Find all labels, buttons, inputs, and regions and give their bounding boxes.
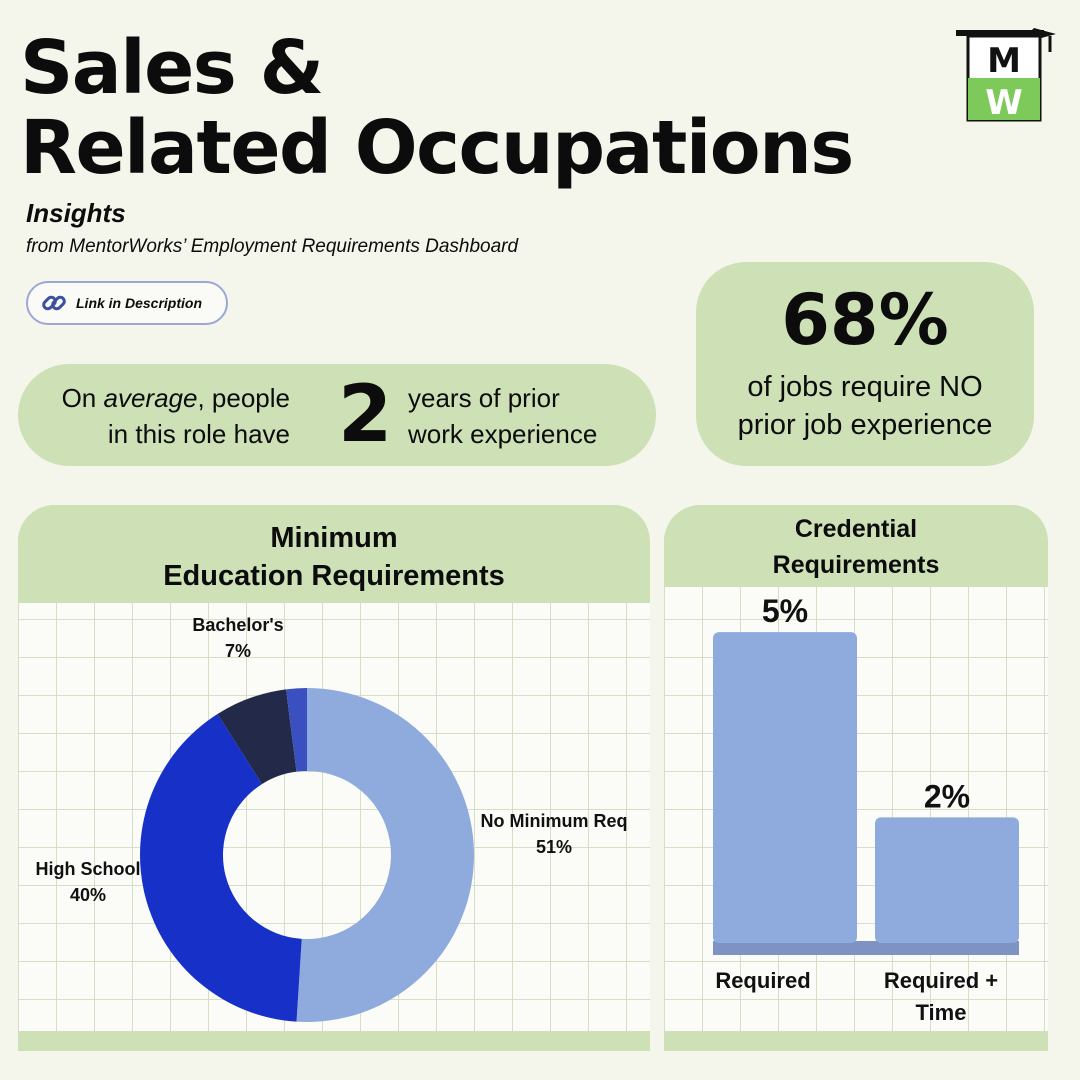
link-label: Link in Description [76, 295, 203, 311]
bar-chart-baseline [713, 941, 1019, 955]
link-in-description-button[interactable]: Link in Description [26, 281, 228, 325]
education-title-line-1: Minimum [270, 522, 398, 554]
education-panel-footer [18, 1031, 650, 1051]
title-line-1: Sales & [20, 25, 324, 111]
years-line-1: years of prior [408, 383, 560, 413]
donut-slice-other-3 [286, 688, 307, 772]
education-title-line-2: Education Requirements [163, 560, 505, 592]
bar-value-required-time: 2% [924, 778, 970, 814]
credential-bar-chart: 5% Required 2% Required + Time [713, 593, 1019, 1025]
donut-label-high-school: High School [36, 859, 141, 879]
credential-chart-title: Credential Requirements [664, 505, 1048, 587]
average-line-1: On average, people [61, 383, 290, 413]
donut-slice-no-minimum-req [296, 688, 474, 1022]
subtitle: from MentorWorks’ Employment Requirement… [26, 236, 519, 257]
average-experience-left-text: On average, people in this role have [10, 380, 290, 452]
years-line-2: work experience [408, 419, 598, 449]
bar-category-required-line-0: Required [715, 968, 810, 993]
svg-text:W: W [985, 83, 1023, 122]
donut-slice-high-school [139, 713, 302, 1022]
title-line-2: Related Occupations [20, 105, 854, 191]
average-line-2: in this role have [107, 419, 290, 449]
education-chart-title: Minimum Education Requirements [18, 505, 650, 603]
credential-panel-footer [664, 1031, 1048, 1051]
donut-value-high-school: 40% [70, 885, 106, 905]
link-icon [42, 295, 66, 311]
bar-required-time [875, 817, 1019, 943]
credential-chart-panel: Credential Requirements 5% Required 2% Requ… [664, 505, 1048, 1051]
insights-label: Insights [26, 198, 126, 228]
mentorworks-logo: M W [956, 28, 1056, 123]
no-experience-percent: 68% [781, 279, 949, 361]
education-chart-panel: Minimum Education Requirements No Minimu… [18, 505, 650, 1051]
credential-title-line-2: Requirements [772, 551, 940, 579]
page-title: Sales & Related Occupations [20, 25, 854, 191]
no-experience-text: of jobs require NO prior job experience [696, 368, 1034, 444]
bar-category-required-time-line-0: Required + [884, 968, 998, 993]
average-experience-right-text: years of prior work experience [408, 380, 648, 452]
bar-required [713, 632, 857, 943]
donut-label-no-minimum-req: No Minimum Req [481, 811, 628, 831]
education-donut-chart: No Minimum Req 51% High School 40% Bachelor'… [36, 615, 628, 1022]
credential-title-line-1: Credential [794, 515, 918, 543]
no-experience-line-2: prior job experience [737, 409, 993, 441]
average-experience-card: On average, people in this role have 2 y… [18, 364, 656, 466]
donut-slice-bachelor-s [217, 689, 297, 785]
donut-label-bachelor-s: Bachelor's [192, 615, 283, 635]
no-experience-card: 68% of jobs require NO prior job experie… [696, 262, 1034, 466]
donut-value-no-minimum-req: 51% [536, 837, 572, 857]
bar-value-required: 5% [762, 593, 808, 629]
svg-text:M: M [987, 41, 1021, 81]
donut-value-bachelor-s: 7% [225, 641, 251, 661]
average-years-number: 2 [338, 370, 393, 460]
no-experience-line-1: of jobs require NO [747, 371, 983, 403]
bar-category-required-time-line-1: Time [916, 1000, 967, 1025]
